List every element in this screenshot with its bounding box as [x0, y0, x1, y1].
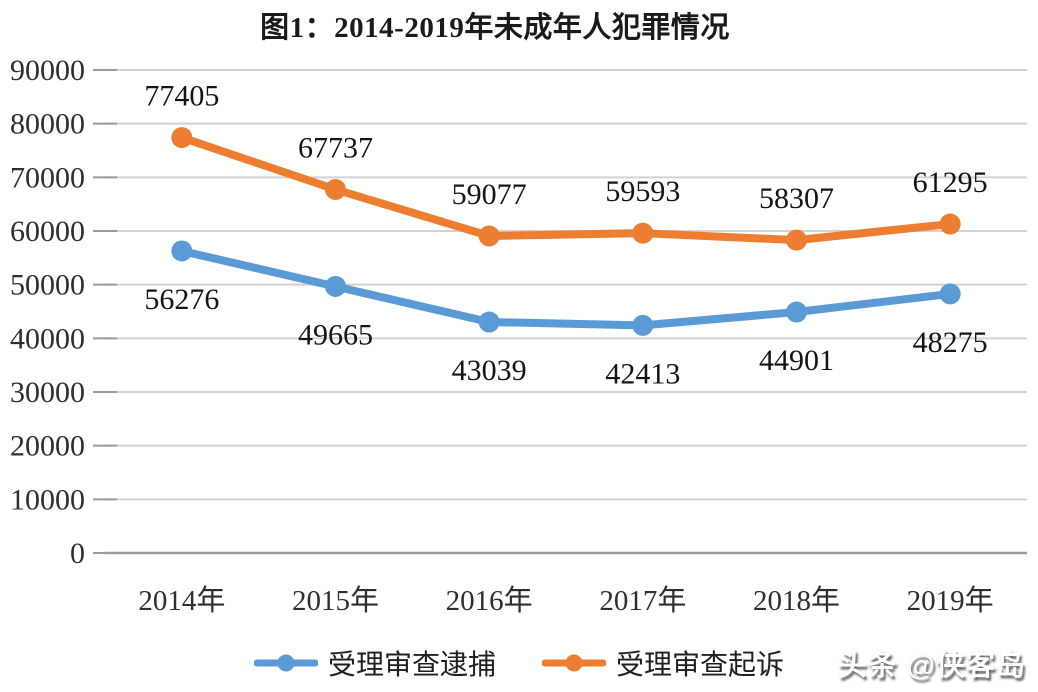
data-label-shouli-shencha-daibu: 56276 — [144, 283, 219, 316]
legend-marker-blue — [277, 654, 295, 672]
data-point-shouli-shencha-qisu — [171, 127, 193, 149]
data-point-shouli-shencha-qisu — [325, 178, 346, 200]
data-label-shouli-shencha-daibu: 44901 — [759, 344, 834, 377]
data-label-shouli-shencha-qisu: 67737 — [298, 131, 373, 164]
y-axis-label: 20000 — [10, 430, 85, 463]
x-axis-label: 2016年 — [446, 584, 533, 617]
data-point-shouli-shencha-daibu — [478, 311, 500, 333]
data-point-shouli-shencha-daibu — [632, 314, 654, 336]
data-point-shouli-shencha-daibu — [939, 283, 961, 305]
data-label-shouli-shencha-qisu: 59593 — [605, 175, 680, 208]
y-axis-label: 10000 — [10, 483, 85, 516]
x-axis-label: 2018年 — [753, 584, 840, 617]
y-axis-label: 70000 — [10, 161, 85, 194]
data-point-shouli-shencha-daibu — [325, 275, 346, 297]
data-point-shouli-shencha-qisu — [478, 225, 500, 247]
x-axis-label: 2015年 — [292, 584, 379, 617]
data-point-shouli-shencha-daibu — [786, 301, 807, 323]
x-axis-label: 2014年 — [138, 584, 225, 617]
y-axis-label: 90000 — [10, 54, 85, 87]
legend-label-arrest: 受理审查逮捕 — [327, 650, 496, 681]
legend-swatch-line-dot-orange — [542, 654, 606, 672]
data-label-shouli-shencha-daibu: 49665 — [298, 318, 373, 351]
data-point-shouli-shencha-daibu — [171, 240, 193, 262]
data-label-shouli-shencha-daibu: 42413 — [605, 357, 680, 390]
legend-swatch-line-dot-blue — [253, 654, 318, 672]
watermark-toutiao: 头条 @侠客岛 — [837, 650, 1026, 682]
y-axis-label: 0 — [70, 537, 85, 570]
data-label-shouli-shencha-qisu: 59077 — [452, 178, 527, 211]
data-label-shouli-shencha-qisu: 61295 — [913, 166, 988, 199]
y-axis-label: 30000 — [10, 376, 85, 409]
legend-item-arrest: 受理审查逮捕 — [253, 643, 496, 683]
y-axis-label: 80000 — [10, 108, 85, 141]
series-line-shouli-shencha-daibu — [177, 246, 955, 330]
chart-legend: 受理审查逮捕 受理审查起诉 — [0, 643, 1038, 683]
y-axis-label: 60000 — [10, 215, 85, 248]
data-label-shouli-shencha-daibu: 48275 — [913, 326, 988, 359]
y-axis-label: 40000 — [10, 322, 85, 355]
y-axis-label: 50000 — [10, 269, 85, 302]
chart-title: 图1：2014-2019年未成年人犯罪情况 — [260, 12, 730, 44]
data-point-shouli-shencha-qisu — [632, 222, 654, 244]
data-point-shouli-shencha-qisu — [786, 229, 807, 251]
data-point-shouli-shencha-qisu — [939, 213, 961, 235]
line-chart: 0 10000 20000 30000 40000 50000 60000 70000 8000… — [10, 54, 1027, 617]
data-label-shouli-shencha-qisu: 58307 — [759, 182, 834, 215]
series-line-shouli-shencha-qisu — [177, 133, 955, 245]
x-axis-label: 2019年 — [907, 584, 994, 617]
data-label-shouli-shencha-daibu: 43039 — [452, 354, 527, 387]
legend-item-prosecution: 受理审查起诉 — [542, 643, 784, 683]
legend-marker-orange — [565, 654, 583, 672]
x-axis-label: 2017年 — [599, 584, 686, 617]
legend-label-prosecution: 受理审查起诉 — [616, 650, 785, 681]
data-label-shouli-shencha-qisu: 77405 — [144, 80, 219, 113]
